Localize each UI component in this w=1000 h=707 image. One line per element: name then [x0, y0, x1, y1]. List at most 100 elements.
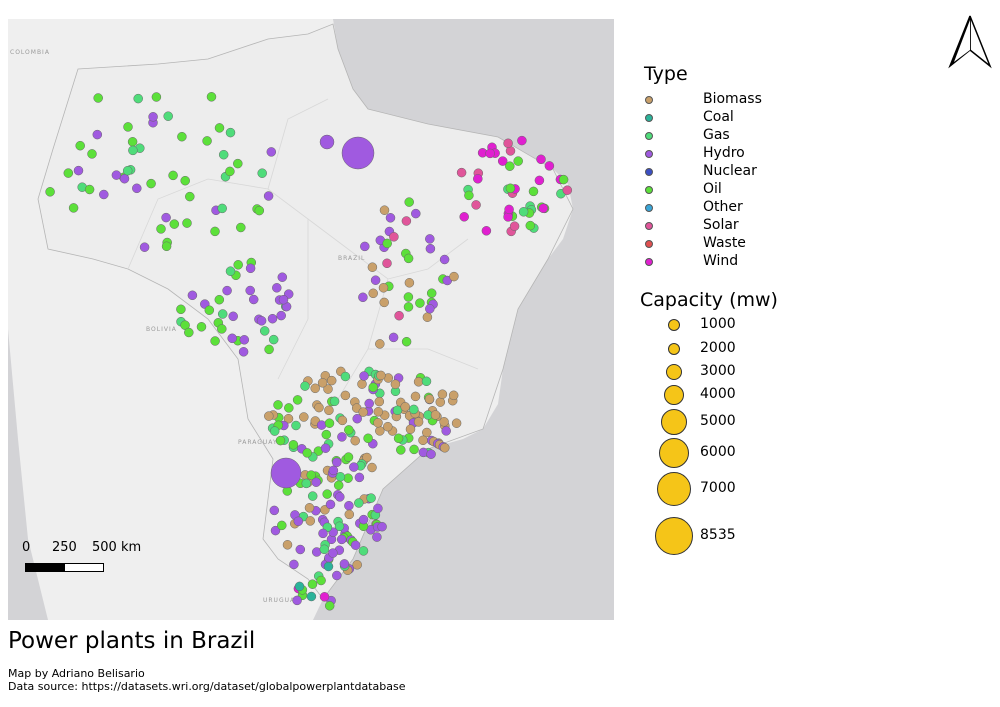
plant-point-hydro	[278, 294, 289, 305]
plant-point-oil	[146, 178, 156, 189]
plant-point-wind	[481, 226, 492, 236]
plant-point-biomass	[379, 205, 390, 215]
legend-swatch-wind	[645, 258, 653, 266]
legend-capacity-label: 1000	[700, 316, 736, 332]
plant-point-oil	[403, 292, 414, 302]
plant-point-hydro	[359, 371, 369, 381]
legend-type-label: Wind	[703, 253, 739, 269]
plant-point-oil	[382, 238, 392, 249]
internal-borders	[127, 98, 479, 400]
plant-point-gas	[409, 404, 419, 415]
plant-point-gas	[301, 478, 312, 489]
plant-point-oil	[68, 203, 79, 213]
plant-point-biomass	[352, 560, 362, 570]
plant-point-gas	[366, 493, 376, 503]
plant-point-hydro	[73, 165, 84, 176]
plant-point-gas	[358, 546, 369, 556]
author-line: Map by Adriano Belisario	[8, 667, 145, 680]
plant-point-hydro-large	[319, 134, 335, 150]
plant-point-biomass	[299, 412, 309, 422]
plant-point-wind	[517, 135, 527, 146]
plant-point-hydro	[373, 503, 383, 514]
plant-point-oil	[84, 184, 95, 195]
legend-capacity-label: 3000	[700, 363, 736, 379]
plant-point-hydro	[328, 465, 339, 476]
plant-point-hydro	[318, 528, 328, 539]
plant-point-hydro	[311, 477, 321, 487]
legend-capacity-circle	[657, 472, 691, 506]
plant-point-hydro	[328, 548, 338, 558]
plant-point-hydro	[148, 112, 158, 122]
legend-type-label: Hydro	[703, 145, 745, 161]
plant-point-solar	[562, 185, 573, 195]
plant-point-hydro	[350, 540, 361, 550]
plant-point-biomass	[448, 390, 459, 401]
plant-point-biomass	[378, 283, 389, 293]
plant-point-biomass	[357, 379, 367, 389]
plant-point-gas	[217, 203, 227, 214]
plant-point-gas	[307, 491, 318, 501]
map-canvas[interactable]: COLOMBIA BOLIVIA BRAZIL PARAGUAY URUGUAY…	[8, 19, 614, 620]
legend-type-label: Gas	[703, 127, 730, 143]
plant-point-gas	[128, 145, 138, 156]
plant-point-oil	[93, 93, 103, 103]
plant-point-oil	[185, 191, 195, 202]
plant-point-hydro	[256, 316, 267, 326]
plant-point-biomass	[283, 413, 294, 424]
plant-point-biomass	[451, 418, 462, 428]
plant-point-oil	[273, 400, 283, 410]
plant-point-biomass	[362, 452, 372, 463]
map-credit: Map by Adriano Belisario Data source: ht…	[8, 667, 405, 693]
plant-point-hydro	[277, 272, 288, 282]
plant-point-gas	[217, 309, 228, 319]
legend-capacity-label: 4000	[700, 386, 736, 402]
plant-point-oil	[184, 327, 194, 338]
plant-point-oil	[284, 403, 294, 413]
plant-point-hydro	[267, 313, 278, 324]
plant-point-oil	[277, 520, 287, 531]
plant-point-hydro	[337, 432, 347, 442]
plant-point-biomass	[326, 375, 337, 386]
plant-point-oil	[202, 136, 212, 146]
plant-point-gas	[133, 93, 143, 104]
plant-point-oil	[236, 222, 246, 233]
plant-point-oil	[233, 158, 243, 169]
plant-point-hydro	[425, 243, 436, 254]
plant-point-oil	[525, 220, 536, 231]
plant-point-hydro	[139, 242, 150, 252]
plant-point-hydro	[238, 347, 249, 357]
scale-label-250: 250	[52, 540, 77, 555]
plant-point-oil	[558, 174, 569, 185]
plant-point-hydro	[385, 213, 396, 223]
plant-point-hydro	[425, 304, 435, 314]
plant-point-hydro	[316, 420, 327, 430]
plant-point-oil	[156, 224, 166, 234]
plant-point-solar	[382, 258, 392, 269]
plant-point-hydro	[161, 212, 171, 223]
plant-point-oil	[322, 489, 332, 499]
plant-point-biomass	[282, 540, 293, 550]
plant-point-biomass	[439, 417, 449, 427]
plant-point-oil	[343, 473, 353, 483]
plant-point-hydro	[364, 398, 374, 409]
plant-point-wind	[536, 154, 546, 165]
legend-type-label: Oil	[703, 181, 722, 197]
plant-point-hydro	[289, 559, 299, 570]
map-basemap	[8, 19, 574, 620]
plant-point-hydro	[269, 505, 280, 516]
plant-point-hydro	[228, 311, 238, 322]
plant-point-oil	[403, 302, 414, 312]
legend-capacity-circle	[668, 319, 680, 331]
legend-swatch-other	[645, 204, 653, 212]
plant-point-wind	[504, 204, 514, 215]
plant-point-hydro	[426, 449, 436, 459]
plant-point-oil	[161, 241, 172, 252]
plant-point-oil	[321, 429, 332, 440]
legend-swatch-hydro	[645, 150, 653, 158]
plant-point-oil	[168, 170, 178, 181]
legend-capacity-label: 8535	[700, 527, 736, 543]
plant-point-gas	[163, 111, 173, 121]
plant-point-oil	[127, 137, 138, 147]
plant-point-oil	[217, 324, 227, 334]
plant-point-hydro	[325, 499, 336, 510]
